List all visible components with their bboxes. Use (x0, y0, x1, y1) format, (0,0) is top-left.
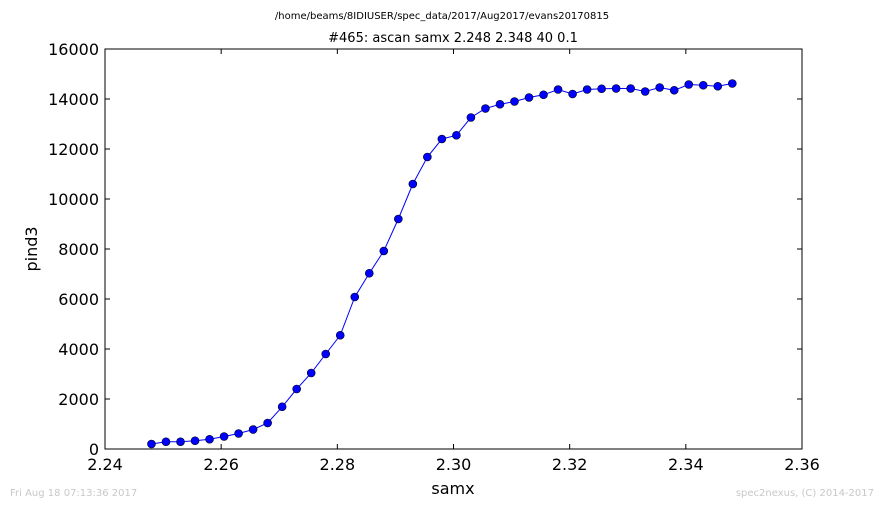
x-tick-label: 2.28 (320, 455, 356, 474)
data-point (263, 418, 272, 428)
data-point (481, 104, 490, 113)
data-point (364, 268, 374, 278)
x-tick-label: 2.36 (784, 455, 820, 474)
data-point (539, 90, 548, 100)
y-tick-label: 4000 (58, 340, 99, 359)
data-point (408, 179, 418, 189)
y-tick-label: 10000 (48, 190, 99, 209)
data-point (190, 436, 200, 446)
data-point (379, 246, 389, 256)
data-point (698, 80, 708, 90)
y-tick-label: 16000 (48, 40, 99, 59)
data-point (306, 368, 316, 378)
data-point (568, 89, 577, 99)
y-tick-label: 12000 (48, 140, 99, 159)
x-axis: 2.24 2.26 2.28 2.30 2.32 2.34 2.36 (87, 49, 820, 474)
data-point (292, 384, 301, 394)
data-point (727, 79, 737, 88)
y-axis: 0 2000 4000 6000 8000 10000 12000 14000 16000 (48, 40, 802, 459)
y-tick-label: 2000 (58, 390, 99, 409)
data-point (597, 84, 606, 94)
y-tick-label: 6000 (58, 290, 99, 309)
data-point (640, 87, 650, 96)
x-tick-label: 2.34 (668, 455, 704, 474)
data-point (452, 130, 461, 140)
data-point (147, 439, 156, 449)
data-point (161, 437, 171, 447)
x-tick-label: 2.24 (87, 455, 123, 474)
y-axis-label: pind3 (22, 226, 41, 271)
x-tick-label: 2.30 (436, 455, 472, 474)
data-point (466, 113, 476, 122)
data-point (277, 402, 287, 412)
chart-title: #465: ascan samx 2.248 2.348 40 0.1 (328, 31, 578, 46)
data-point (350, 292, 360, 302)
y-tick-label: 0 (89, 440, 99, 459)
data-point (495, 99, 505, 109)
series-layer (147, 79, 737, 449)
data-point (248, 425, 258, 434)
data-point (437, 134, 447, 144)
data-point (176, 437, 185, 447)
data-point (234, 429, 243, 438)
x-tick-label: 2.32 (552, 455, 588, 474)
data-point (524, 93, 534, 102)
data-point (321, 349, 331, 359)
data-point (626, 84, 635, 93)
data-point (394, 214, 403, 224)
data-point (510, 97, 519, 106)
data-point (205, 434, 214, 444)
footer-credit: spec2nexus, (C) 2014-2017 (735, 488, 874, 499)
footer-timestamp: Fri Aug 18 07:13:36 2017 (10, 488, 138, 499)
data-point (219, 432, 229, 441)
chart-suptitle: /home/beams/8IDIUSER/spec_data/2017/Aug2… (275, 11, 609, 22)
data-point (669, 85, 679, 95)
x-tick-label: 2.26 (203, 455, 239, 474)
plot-area (105, 49, 802, 449)
data-point (684, 80, 694, 89)
y-tick-label: 8000 (58, 240, 99, 259)
data-point (553, 85, 563, 94)
x-axis-label: samx (431, 479, 474, 498)
data-point (423, 152, 432, 162)
data-point (582, 85, 592, 94)
data-point (335, 330, 345, 340)
data-point (713, 81, 723, 91)
data-point (655, 83, 664, 92)
y-tick-label: 14000 (48, 90, 99, 109)
data-point (611, 84, 621, 93)
